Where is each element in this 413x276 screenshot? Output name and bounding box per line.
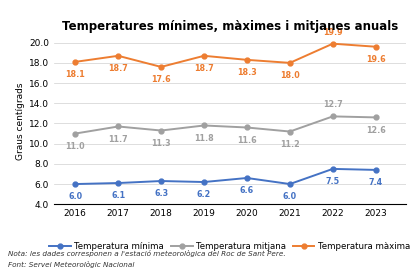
- Text: 12.6: 12.6: [365, 126, 385, 135]
- Text: 11.7: 11.7: [108, 135, 128, 144]
- Text: 11.3: 11.3: [151, 139, 171, 148]
- Text: 6.6: 6.6: [239, 186, 254, 195]
- Text: 12.7: 12.7: [322, 100, 342, 110]
- Temperatura màxima: [201, 54, 206, 57]
- Text: Nota: les dades corresponen a l'estació meteorològica del Roc de Sant Pere.: Nota: les dades corresponen a l'estació …: [8, 250, 285, 257]
- Temperatura màxima: [115, 54, 120, 57]
- Temperatura mínima: [287, 182, 292, 186]
- Text: 19.6: 19.6: [365, 55, 385, 64]
- Y-axis label: Graus centígrads: Graus centígrads: [16, 83, 25, 160]
- Title: Temperatures mínimes, màximes i mitjanes anuals: Temperatures mínimes, màximes i mitjanes…: [62, 20, 397, 33]
- Text: 18.3: 18.3: [237, 68, 256, 77]
- Text: Font: Servei Meteorològic Nacional: Font: Servei Meteorològic Nacional: [8, 261, 134, 268]
- Text: 18.1: 18.1: [65, 70, 85, 79]
- Temperatura mínima: [372, 168, 377, 172]
- Text: 18.0: 18.0: [279, 71, 299, 80]
- Temperatura màxima: [330, 42, 335, 45]
- Temperatura mínima: [115, 181, 120, 185]
- Temperatura mínima: [330, 167, 335, 171]
- Text: 11.8: 11.8: [194, 134, 214, 143]
- Temperatura màxima: [73, 60, 78, 63]
- Temperatura mitjana: [115, 125, 120, 128]
- Line: Temperatura mínima: Temperatura mínima: [73, 166, 377, 187]
- Text: 6.0: 6.0: [68, 192, 82, 201]
- Temperatura màxima: [244, 58, 249, 62]
- Temperatura mitjana: [158, 129, 163, 132]
- Legend: Temperatura mínima, Temperatura mitjana, Temperatura màxima: Temperatura mínima, Temperatura mitjana,…: [46, 238, 413, 254]
- Temperatura mitjana: [201, 124, 206, 127]
- Text: 18.7: 18.7: [108, 64, 128, 73]
- Temperatura mitjana: [287, 130, 292, 133]
- Temperatura màxima: [372, 45, 377, 48]
- Temperatura mínima: [244, 176, 249, 180]
- Temperatura màxima: [158, 65, 163, 68]
- Text: 17.6: 17.6: [151, 75, 171, 84]
- Temperatura mitjana: [372, 116, 377, 119]
- Text: 7.4: 7.4: [368, 178, 382, 187]
- Line: Temperatura màxima: Temperatura màxima: [73, 41, 377, 69]
- Line: Temperatura mitjana: Temperatura mitjana: [73, 114, 377, 136]
- Temperatura mitjana: [330, 115, 335, 118]
- Text: 6.1: 6.1: [111, 191, 125, 200]
- Text: 11.6: 11.6: [237, 136, 256, 145]
- Text: 7.5: 7.5: [325, 177, 339, 186]
- Temperatura màxima: [287, 61, 292, 65]
- Temperatura mínima: [73, 182, 78, 186]
- Text: 6.3: 6.3: [154, 189, 168, 198]
- Text: 11.2: 11.2: [279, 140, 299, 149]
- Text: 11.0: 11.0: [65, 142, 85, 151]
- Temperatura mitjana: [73, 132, 78, 135]
- Temperatura mínima: [201, 181, 206, 184]
- Text: 6.0: 6.0: [282, 192, 296, 201]
- Temperatura mitjana: [244, 126, 249, 129]
- Temperatura mínima: [158, 179, 163, 183]
- Text: 18.7: 18.7: [194, 64, 214, 73]
- Text: 6.2: 6.2: [197, 190, 211, 199]
- Text: 19.9: 19.9: [322, 28, 342, 37]
